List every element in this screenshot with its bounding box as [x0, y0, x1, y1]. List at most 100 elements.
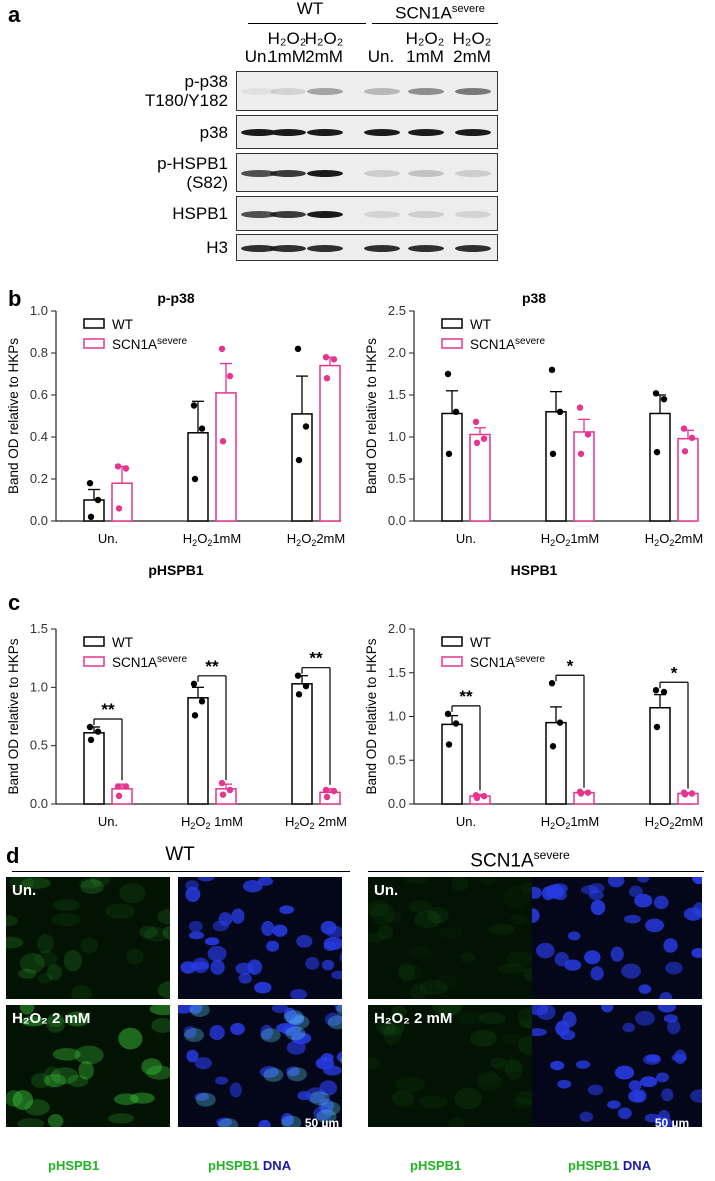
- cell-signal: [478, 1012, 506, 1025]
- category-label: H2O21mM: [541, 531, 599, 548]
- data-point: [548, 680, 556, 687]
- nucleus: [272, 924, 288, 937]
- blot-strip: [236, 234, 498, 261]
- category-label: H2O2 1mM: [181, 814, 243, 831]
- lane-header-top: H₂O₂: [267, 29, 307, 48]
- legend-label: SCN1Asevere: [112, 336, 187, 352]
- cell-signal: [398, 964, 423, 980]
- cell-signal: [51, 913, 81, 927]
- data-point: [653, 448, 661, 456]
- sig-stars: **: [459, 687, 473, 706]
- cell-signal: [151, 1017, 170, 1033]
- data-point: [473, 439, 481, 447]
- cell-signal: [504, 1058, 523, 1081]
- data-point: [87, 736, 95, 744]
- data-point: [680, 425, 688, 432]
- blot-band: [455, 210, 491, 218]
- nucleus: [622, 1022, 635, 1033]
- blot-strip: [236, 71, 498, 111]
- nucleus: [614, 1065, 635, 1080]
- cell-signal: [105, 903, 136, 919]
- wt-group-line: [248, 23, 366, 24]
- legend-swatch: [83, 318, 105, 329]
- nucleus: [266, 940, 280, 952]
- y-tick-label: 0.2: [30, 471, 48, 486]
- nucleus: [646, 1054, 661, 1063]
- merge-signal: [184, 1028, 205, 1043]
- nucleus: [229, 1082, 242, 1098]
- data-point: [294, 672, 302, 679]
- y-tick-label: 1.0: [30, 303, 48, 318]
- blot-strip: [236, 115, 498, 149]
- nucleus: [207, 945, 227, 962]
- legend-label: SCN1Asevere: [112, 654, 187, 670]
- y-tick-label: 2.0: [388, 345, 406, 360]
- nucleus: [610, 946, 624, 962]
- cell-signal: [479, 1070, 498, 1083]
- y-tick-label: 0.6: [30, 387, 48, 402]
- data-point: [219, 438, 227, 445]
- data-point: [295, 691, 303, 698]
- cell-signal: [456, 1011, 484, 1025]
- cell-signal: [90, 877, 111, 887]
- category-label: Un.: [456, 814, 476, 829]
- nucleus: [637, 877, 650, 883]
- data-point: [576, 404, 584, 411]
- data-point: [688, 434, 696, 442]
- cell-signal: [50, 1067, 79, 1085]
- legend-swatch: [83, 338, 105, 349]
- merge-signal: [263, 1067, 284, 1082]
- data-point: [681, 791, 689, 798]
- cell-signal: [8, 877, 34, 892]
- blot-band: [307, 88, 343, 95]
- blot-label: p-HSPB1 (S82): [157, 154, 228, 192]
- data-point: [122, 465, 130, 472]
- cell-signal: [43, 1066, 61, 1088]
- bar: [319, 364, 341, 522]
- nucleus: [628, 885, 643, 898]
- nucleus: [692, 877, 702, 885]
- cell-signal: [144, 927, 169, 942]
- nucleus: [257, 877, 274, 887]
- caption-phspb1-2: pHSPB1: [410, 1158, 462, 1173]
- data-point: [323, 793, 331, 801]
- data-point: [86, 723, 94, 731]
- cell-signal: [44, 1073, 67, 1088]
- cell-signal: [510, 913, 528, 925]
- cell-signal: [118, 1027, 143, 1050]
- cell-signal: [47, 1114, 64, 1127]
- y-axis-label: Band OD relative to HKPs: [6, 338, 21, 494]
- nucleus: [305, 1087, 326, 1104]
- cell-signal: [31, 1073, 51, 1089]
- cell-signal: [488, 923, 515, 935]
- cell-signal: [108, 1113, 135, 1124]
- panel-a-letter: a: [8, 2, 21, 27]
- nucleus: [325, 926, 342, 938]
- nucleus: [313, 1106, 332, 1121]
- nucleus: [532, 908, 540, 923]
- y-tick-label: 0.0: [388, 796, 406, 811]
- cell-signal: [497, 963, 527, 974]
- merge-signal: [218, 1118, 239, 1127]
- y-tick-label: 0.4: [30, 429, 48, 444]
- data-point: [87, 513, 95, 520]
- bar: [441, 412, 463, 522]
- y-tick-label: 0.0: [30, 513, 48, 528]
- cell-signal: [451, 877, 469, 892]
- cell-signal: [410, 983, 427, 999]
- blot-band: [364, 244, 400, 252]
- cell-signal: [79, 877, 101, 889]
- bar: [469, 433, 491, 522]
- legend-swatch: [441, 338, 463, 349]
- nucleus: [653, 895, 669, 910]
- cell-signal: [129, 1092, 155, 1104]
- lane-header-bottom: 2mM: [305, 47, 343, 66]
- blot-label: p38: [199, 123, 228, 142]
- nucleus: [296, 934, 313, 948]
- cell-signal: [419, 980, 448, 996]
- cell-signal: [454, 1087, 482, 1110]
- blot-band: [408, 88, 444, 95]
- micrograph-phspb1: [368, 877, 538, 999]
- cell-signal: [113, 1093, 139, 1105]
- nucleus: [323, 1065, 342, 1076]
